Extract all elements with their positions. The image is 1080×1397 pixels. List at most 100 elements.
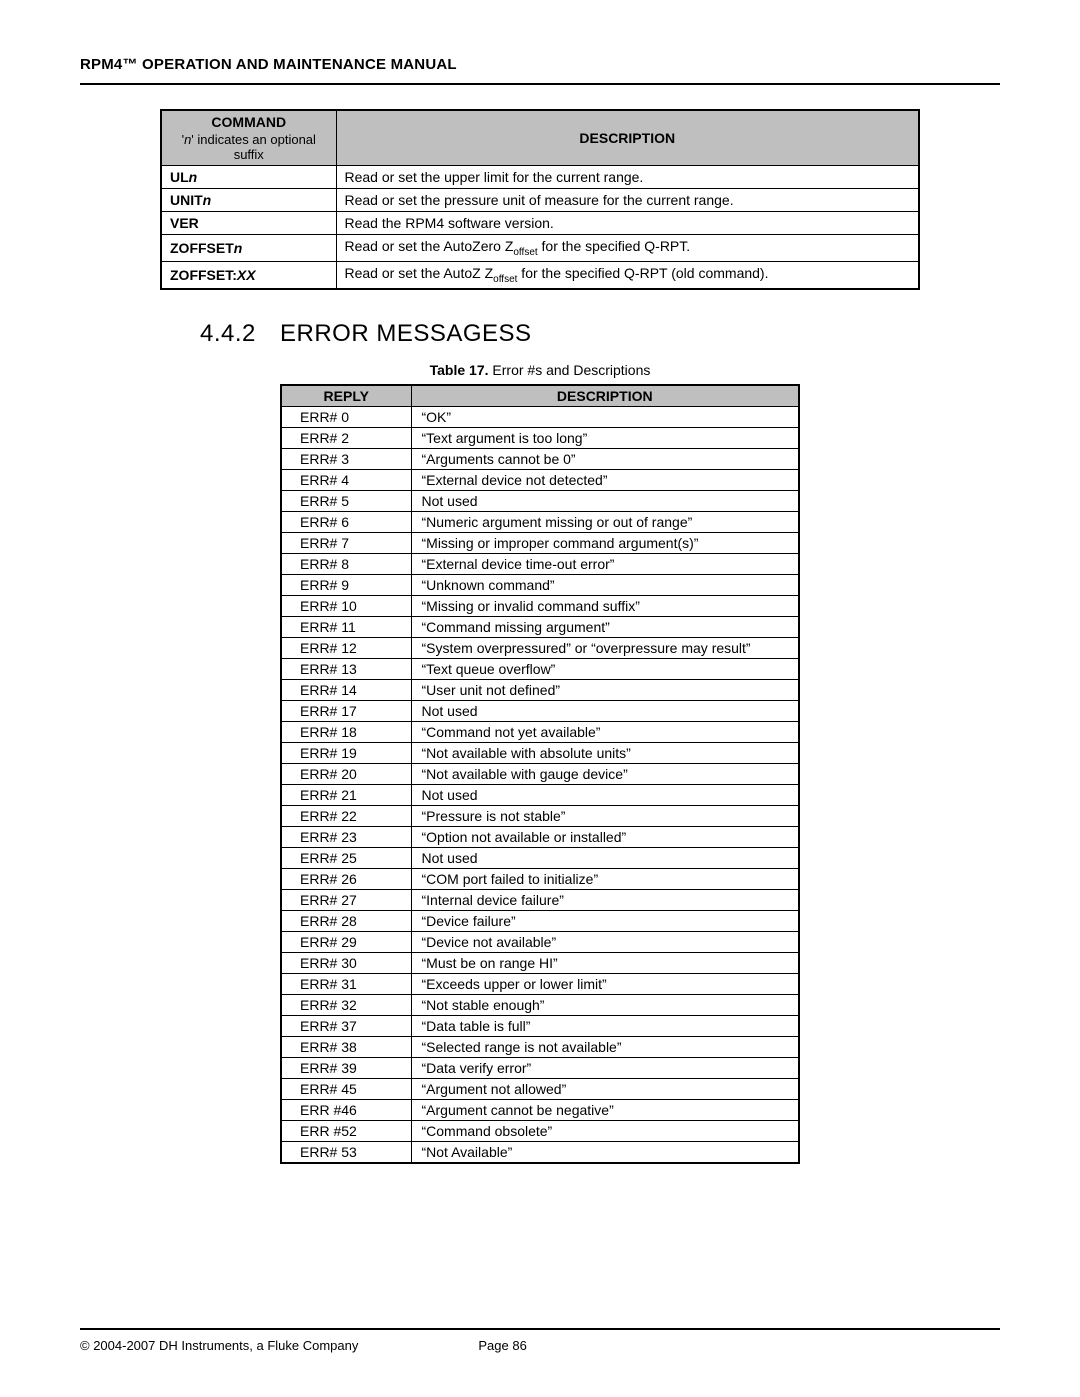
error-reply-cell: ERR# 4 (281, 469, 411, 490)
error-table-row: ERR# 20“Not available with gauge device” (281, 763, 799, 784)
error-description-cell: Not used (411, 700, 799, 721)
command-table-body: ULnRead or set the upper limit for the c… (161, 166, 919, 289)
command-description-cell: Read or set the AutoZero Zoffset for the… (336, 235, 919, 262)
error-reply-cell: ERR# 13 (281, 658, 411, 679)
section-heading: 4.4.2ERROR MESSAGESS (200, 320, 1000, 348)
page-footer: © 2004-2007 DH Instruments, a Fluke Comp… (80, 1328, 1000, 1353)
error-description-cell: “Option not available or installed” (411, 826, 799, 847)
error-reply-cell: ERR# 19 (281, 742, 411, 763)
error-description-cell: Not used (411, 490, 799, 511)
error-reply-cell: ERR# 2 (281, 427, 411, 448)
error-description-cell: “Device failure” (411, 910, 799, 931)
error-table-caption-text: Error #s and Descriptions (489, 362, 651, 378)
error-table-row: ERR# 31“Exceeds upper or lower limit” (281, 973, 799, 994)
error-description-cell: “Pressure is not stable” (411, 805, 799, 826)
error-table-row: ERR# 38“Selected range is not available” (281, 1036, 799, 1057)
error-description-cell: “Internal device failure” (411, 889, 799, 910)
error-description-cell: “Selected range is not available” (411, 1036, 799, 1057)
error-description-cell: “Not available with gauge device” (411, 763, 799, 784)
error-table-row: ERR# 11“Command missing argument” (281, 616, 799, 637)
error-table-row: ERR# 25Not used (281, 847, 799, 868)
error-description-cell: “Command missing argument” (411, 616, 799, 637)
error-table-row: ERR# 14“User unit not defined” (281, 679, 799, 700)
error-reply-cell: ERR# 11 (281, 616, 411, 637)
error-table-header-reply: REPLY (281, 385, 411, 407)
error-table-row: ERR# 12“System overpressured” or “overpr… (281, 637, 799, 658)
error-description-cell: “Text argument is too long” (411, 427, 799, 448)
error-reply-cell: ERR# 25 (281, 847, 411, 868)
error-reply-cell: ERR# 12 (281, 637, 411, 658)
error-table-row: ERR# 8“External device time-out error” (281, 553, 799, 574)
error-table-row: ERR# 29“Device not available” (281, 931, 799, 952)
error-table-row: ERR# 7“Missing or improper command argum… (281, 532, 799, 553)
error-reply-cell: ERR# 5 (281, 490, 411, 511)
footer-copyright: © 2004-2007 DH Instruments, a Fluke Comp… (80, 1338, 358, 1353)
error-reply-cell: ERR# 22 (281, 805, 411, 826)
command-prefix: ZOFFSET (170, 240, 234, 256)
command-cell: UNITn (161, 189, 336, 212)
error-table-row: ERR# 6“Numeric argument missing or out o… (281, 511, 799, 532)
command-prefix: UL (170, 169, 189, 185)
error-description-cell: “Arguments cannot be 0” (411, 448, 799, 469)
error-description-cell: “COM port failed to initialize” (411, 868, 799, 889)
page-header-title: RPM4™ OPERATION AND MAINTENANCE MANUAL (80, 56, 1000, 73)
error-reply-cell: ERR# 10 (281, 595, 411, 616)
error-description-cell: “Must be on range HI” (411, 952, 799, 973)
error-table-row: ERR# 19“Not available with absolute unit… (281, 742, 799, 763)
error-reply-cell: ERR# 9 (281, 574, 411, 595)
error-reply-cell: ERR# 20 (281, 763, 411, 784)
command-table-row: ZOFFSET:XXRead or set the AutoZ Zoffset … (161, 261, 919, 288)
command-header-sub-rest: ' indicates an optional suffix (191, 132, 316, 162)
error-reply-cell: ERR# 7 (281, 532, 411, 553)
error-description-cell: “Data table is full” (411, 1015, 799, 1036)
command-suffix: n (189, 169, 198, 185)
error-table-row: ERR# 21Not used (281, 784, 799, 805)
error-reply-cell: ERR# 17 (281, 700, 411, 721)
error-description-cell: “Missing or improper command argument(s)… (411, 532, 799, 553)
command-table-row: ULnRead or set the upper limit for the c… (161, 166, 919, 189)
command-description-cell: Read the RPM4 software version. (336, 212, 919, 235)
error-description-cell: “Missing or invalid command suffix” (411, 595, 799, 616)
command-suffix: XX (237, 267, 256, 283)
command-table: COMMAND 'n' indicates an optional suffix… (160, 109, 920, 290)
error-description-cell: “Argument cannot be negative” (411, 1099, 799, 1120)
error-table-row: ERR# 4“External device not detected” (281, 469, 799, 490)
error-table-body: ERR# 0“OK”ERR# 2“Text argument is too lo… (281, 406, 799, 1163)
command-header-sub: 'n' indicates an optional suffix (170, 132, 328, 162)
error-reply-cell: ERR# 32 (281, 994, 411, 1015)
error-description-cell: “System overpressured” or “overpressure … (411, 637, 799, 658)
command-prefix: VER (170, 215, 199, 231)
command-desc-subscript: offset (513, 247, 537, 258)
command-table-header-description: DESCRIPTION (336, 110, 919, 166)
command-cell: ZOFFSETn (161, 235, 336, 262)
error-table-row: ERR# 3“Arguments cannot be 0” (281, 448, 799, 469)
error-table-row: ERR# 18“Command not yet available” (281, 721, 799, 742)
command-desc-post: for the specified Q-RPT (old command). (517, 265, 768, 281)
error-description-cell: “OK” (411, 406, 799, 427)
command-desc-pre: Read or set the AutoZero Z (345, 238, 514, 254)
error-reply-cell: ERR# 31 (281, 973, 411, 994)
error-description-cell: Not used (411, 784, 799, 805)
command-prefix: UNIT (170, 192, 203, 208)
error-table-row: ERR# 27“Internal device failure” (281, 889, 799, 910)
error-reply-cell: ERR #46 (281, 1099, 411, 1120)
section-title: ERROR MESSAGESS (280, 320, 532, 347)
error-reply-cell: ERR# 23 (281, 826, 411, 847)
error-table-row: ERR# 13“Text queue overflow” (281, 658, 799, 679)
error-reply-cell: ERR# 38 (281, 1036, 411, 1057)
error-table-row: ERR# 9“Unknown command” (281, 574, 799, 595)
error-reply-cell: ERR# 37 (281, 1015, 411, 1036)
error-reply-cell: ERR# 29 (281, 931, 411, 952)
error-description-cell: “External device time-out error” (411, 553, 799, 574)
error-table-row: ERR# 2“Text argument is too long” (281, 427, 799, 448)
error-description-cell: “User unit not defined” (411, 679, 799, 700)
error-reply-cell: ERR# 27 (281, 889, 411, 910)
error-table-row: ERR# 45“Argument not allowed” (281, 1078, 799, 1099)
error-table-row: ERR# 10“Missing or invalid command suffi… (281, 595, 799, 616)
error-table-row: ERR# 28“Device failure” (281, 910, 799, 931)
command-prefix: ZOFFSET: (170, 267, 237, 283)
error-description-cell: “Numeric argument missing or out of rang… (411, 511, 799, 532)
command-table-row: UNITnRead or set the pressure unit of me… (161, 189, 919, 212)
error-description-cell: “Not available with absolute units” (411, 742, 799, 763)
error-reply-cell: ERR #52 (281, 1120, 411, 1141)
